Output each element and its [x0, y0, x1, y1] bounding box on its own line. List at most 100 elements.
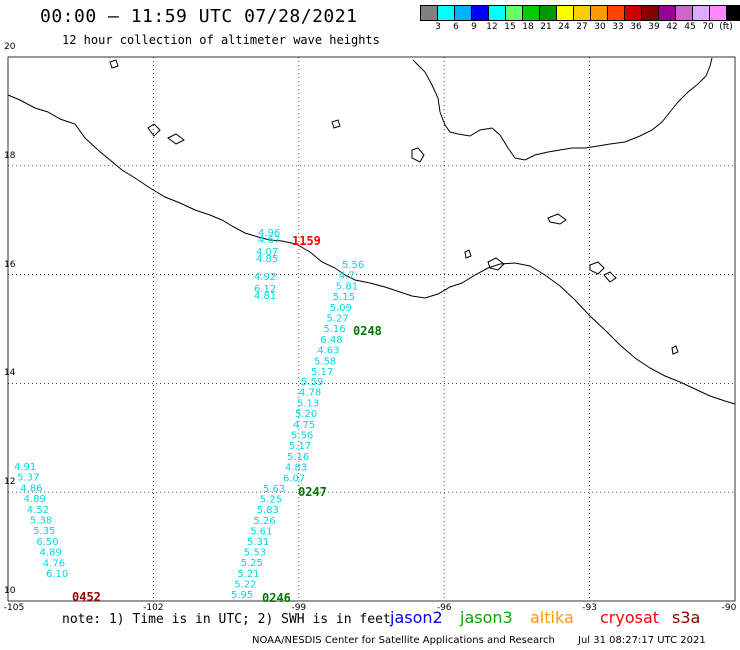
- legend-label: 12: [486, 22, 498, 32]
- pass-time-label: 0248: [353, 324, 382, 338]
- pass-time-label: 0247: [298, 485, 327, 499]
- legend-swatch: [472, 6, 489, 20]
- legend-swatch: [591, 6, 608, 20]
- longitude-tick-label: -90: [721, 603, 737, 613]
- wave-height-label: 4.85: [256, 254, 278, 265]
- legend-label: 15: [504, 22, 516, 32]
- wave-height-label: 5.15: [333, 292, 355, 303]
- wave-height-label: 5.81: [336, 281, 358, 292]
- wave-height-label: 5.31: [247, 537, 269, 548]
- lat-lon-grid: [7, 56, 736, 602]
- wave-height-label: 4.78: [299, 388, 321, 399]
- legend-label: 9: [471, 22, 477, 32]
- legend-label: 3: [435, 22, 441, 32]
- wave-height-label: 5.58: [314, 356, 336, 367]
- legend-label: 42: [666, 22, 678, 32]
- generation-timestamp: Jul 31 08:27:17 UTC 2021: [578, 635, 706, 646]
- legend-swatch: [727, 6, 740, 20]
- legend-swatch: [574, 6, 591, 20]
- legend-label: 70: [702, 22, 714, 32]
- legend-label: 21: [540, 22, 552, 32]
- wave-height-label: 4.96: [258, 228, 280, 239]
- pass-time-label: 0246: [262, 591, 291, 605]
- legend-label: 6: [453, 22, 459, 32]
- wave-height-label: 4.67: [258, 235, 280, 246]
- legend-swatch: [693, 6, 710, 20]
- legend-swatch: [540, 6, 557, 20]
- wave-height-label: 5.53: [244, 548, 266, 559]
- footer-note: note: 1) Time is in UTC; 2) SWH is in fe…: [62, 612, 391, 627]
- latitude-tick-label: 14: [4, 368, 16, 379]
- wave-height-label: 5.38: [30, 516, 52, 527]
- wave-height-label: 5.21: [237, 569, 259, 580]
- wave-height-label: 4.75: [293, 420, 315, 431]
- legend-labels: 3 6 9 12 15 18 21 24 27 30 33 36 39 42 45 70 (ft): [420, 21, 740, 33]
- latitude-tick-label: 16: [4, 259, 16, 270]
- legend-label: 45: [684, 22, 696, 32]
- pass-time-label: 0452: [72, 590, 101, 604]
- satellite-name-s3a: s3a: [672, 608, 701, 627]
- wave-height-tracks: 4.915.374.864.894.525.385.356.504.894.76…: [14, 228, 382, 605]
- legend-swatch: [642, 6, 659, 20]
- longitude-tick-label: -102: [143, 603, 164, 613]
- map-subtitle: 12 hour collection of altimeter wave hei…: [62, 33, 380, 47]
- wave-height-label: 5.56: [291, 431, 313, 442]
- credit-line: NOAA/NESDIS Center for Satellite Applica…: [252, 635, 555, 646]
- wave-height-label: 6.10: [46, 569, 68, 580]
- wave-height-label: 5.61: [250, 526, 272, 537]
- wave-height-label: 5.17: [289, 441, 311, 452]
- legend-label: 27: [576, 22, 588, 32]
- wave-height-label: 6.12: [254, 284, 276, 295]
- latitude-tick-label: 10: [4, 586, 16, 596]
- legend-swatch: [557, 6, 574, 20]
- longitude-tick-label: -96: [436, 603, 452, 613]
- satellite-name-jason3: jason3: [460, 608, 513, 627]
- longitude-tick-label: -93: [582, 603, 597, 613]
- wave-height-label: 4.89: [24, 494, 46, 505]
- satellite-name-cryosat: cryosat: [600, 608, 660, 627]
- wave-height-color-legend: 3 6 9 12 15 18 21 24 27 30 33 36 39 42 45 70 (ft): [420, 5, 740, 33]
- wave-height-label: 4.52: [27, 505, 49, 516]
- coastline: [7, 57, 736, 405]
- legend-label: 18: [522, 22, 534, 32]
- wave-height-label: 5.13: [297, 398, 319, 409]
- legend-label: 36: [630, 22, 642, 32]
- wave-height-label: 4.63: [317, 346, 339, 357]
- satellite-name-jason2: jason2: [390, 608, 443, 627]
- wave-height-label: 4.91: [14, 462, 36, 473]
- legend-swatch: [659, 6, 676, 20]
- wave-height-label: 5.63: [263, 484, 285, 495]
- wave-height-label: 5.16: [323, 324, 345, 335]
- wave-height-label: 5.17: [311, 367, 333, 378]
- legend-swatch: [421, 6, 438, 20]
- wave-height-label: 5.37: [17, 473, 39, 484]
- wave-height-label: 6.50: [36, 537, 58, 548]
- wave-height-label: 4.83: [285, 463, 307, 474]
- wave-height-label: 5.56: [342, 260, 364, 271]
- wave-height-label: 5.26: [253, 516, 275, 527]
- wave-height-label: 4.7: [339, 271, 355, 282]
- legend-swatch: [710, 6, 727, 20]
- wave-height-label: 5.09: [330, 303, 352, 314]
- legend-swatch: [489, 6, 506, 20]
- wave-height-label: 5.22: [234, 579, 256, 590]
- legend-label: 39: [648, 22, 660, 32]
- wave-height-label: 6.48: [320, 335, 342, 346]
- wave-height-label: 4.07: [256, 247, 278, 258]
- latitude-tick-label: 18: [4, 150, 16, 161]
- legend-swatch: [676, 6, 693, 20]
- legend-label: 30: [594, 22, 606, 32]
- longitude-tick-label: -105: [3, 603, 25, 613]
- map-frame: [7, 56, 736, 602]
- wave-height-label: 5.16: [287, 452, 309, 463]
- wave-height-label: 5.25: [260, 495, 282, 506]
- legend-swatch: [625, 6, 642, 20]
- satellite-name-altika: altika: [530, 608, 574, 627]
- legend-swatch: [438, 6, 455, 20]
- pass-time-label: 1159: [292, 234, 321, 248]
- legend-swatches: [420, 5, 740, 21]
- wave-height-label: 4.81: [254, 291, 276, 302]
- wave-height-label: 4.92: [254, 272, 276, 283]
- legend-label: (ft): [719, 22, 733, 32]
